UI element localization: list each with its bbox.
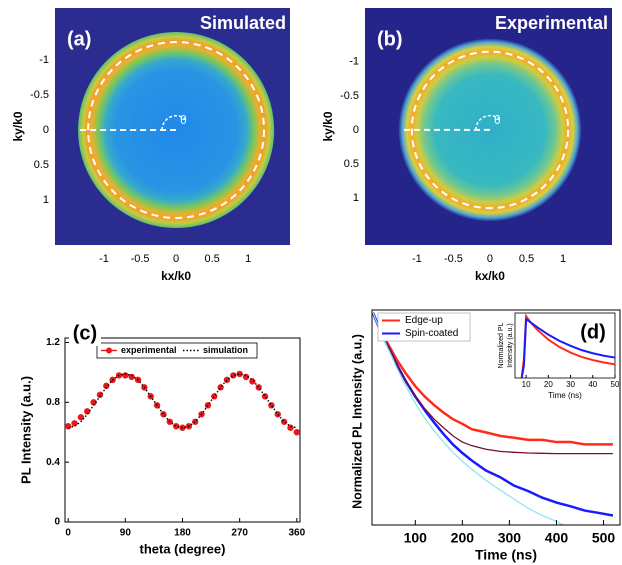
y-axis-label: ky/k0 — [11, 111, 25, 141]
inset-x-tick-label: 50 — [611, 380, 620, 389]
data-point — [217, 384, 224, 391]
x-tick-label: 500 — [592, 530, 616, 546]
x-tick-label: 0.5 — [204, 253, 219, 265]
data-point — [280, 418, 288, 425]
y-tick-label: 0.5 — [34, 159, 49, 171]
emission-ring — [78, 31, 275, 229]
angle-label: θ — [494, 113, 501, 127]
data-point — [122, 372, 129, 379]
y-axis-label: ky/k0 — [321, 111, 335, 141]
y-tick-label: 0.8 — [46, 397, 60, 408]
inset-curve — [520, 317, 616, 379]
x-tick-label: -1 — [412, 253, 422, 265]
y-tick-label: 1.2 — [46, 337, 60, 348]
y-tick-label: -0.5 — [340, 90, 359, 102]
y-tick-label: 0 — [353, 124, 359, 136]
x-tick-label: 100 — [404, 530, 428, 546]
y-tick-label: -1 — [349, 56, 359, 68]
panel-label: (d) — [580, 321, 606, 343]
data-point — [77, 414, 85, 421]
x-tick-label: -0.5 — [444, 253, 463, 265]
inset-y-label: Intensity (a.u.) — [507, 323, 514, 367]
y-axis-label: PL Intensity (a.u.) — [18, 376, 33, 484]
y-tick-label: 1 — [353, 192, 359, 204]
angle-arc — [475, 114, 500, 130]
x-tick-label: 90 — [120, 528, 132, 539]
x-tick-label: 0.5 — [519, 253, 534, 265]
x-axis-label: Time (ns) — [475, 547, 537, 563]
data-point — [172, 423, 180, 430]
y-tick-label: 1 — [43, 194, 49, 206]
panel-label: (c) — [73, 322, 97, 344]
data-point — [293, 429, 301, 436]
x-tick-label: -1 — [99, 253, 109, 265]
dashed-circle — [410, 50, 570, 210]
data-point — [261, 393, 269, 400]
inset-x-tick-label: 30 — [566, 380, 575, 389]
data-point — [64, 423, 72, 430]
inset-x-tick-label: 10 — [522, 380, 531, 389]
plot-frame — [371, 309, 621, 526]
panel-label: (a) — [67, 28, 91, 50]
fit-curve — [372, 312, 613, 455]
decay-curve — [372, 312, 613, 446]
y-tick-label: 0.4 — [46, 457, 60, 468]
inset-x-label: Time (ns) — [548, 391, 582, 400]
x-tick-label: -0.5 — [131, 253, 150, 265]
plot-area — [372, 312, 614, 525]
data-point — [71, 420, 78, 427]
x-axis-label: kx/k0 — [475, 269, 505, 283]
y-tick-label: 0 — [54, 517, 60, 528]
panel-label-bg — [69, 322, 101, 346]
x-tick-label: 200 — [451, 530, 475, 546]
y-tick-label: -1 — [39, 54, 49, 66]
legend-label: simulation — [203, 345, 248, 355]
data-point — [128, 373, 135, 381]
legend-label: Spin-coated — [405, 328, 458, 339]
data-point — [103, 382, 110, 390]
legend-label: experimental — [121, 345, 177, 355]
data-point — [211, 393, 218, 400]
data-line — [68, 373, 297, 429]
legend-box — [96, 342, 258, 359]
x-tick-label: 0 — [173, 253, 179, 265]
x-tick-label: 300 — [498, 530, 522, 546]
panel-label: (b) — [377, 28, 403, 50]
x-tick-label: 0 — [65, 528, 71, 539]
y-axis-label: Normalized PL Intensity (a.u.) — [350, 334, 364, 509]
y-tick-label: -0.5 — [30, 89, 49, 101]
x-tick-label: 0 — [487, 253, 493, 265]
inset-x-tick-label: 20 — [544, 380, 553, 389]
x-tick-label: 1 — [245, 253, 251, 265]
fit-curve — [372, 312, 565, 525]
legend-box — [377, 312, 471, 342]
legend-marker — [106, 347, 112, 354]
x-tick-label: 360 — [288, 528, 305, 539]
x-tick-label: 400 — [545, 530, 569, 546]
panel-title: Simulated — [200, 13, 286, 33]
data-point — [268, 402, 275, 409]
data-point — [236, 370, 243, 378]
x-tick-label: 1 — [560, 253, 566, 265]
panel-title: Experimental — [495, 13, 608, 33]
dashed-circle — [87, 41, 266, 219]
data-point — [90, 399, 97, 406]
y-tick-label: 0.5 — [344, 158, 359, 170]
x-axis-label: theta (degree) — [140, 541, 226, 556]
inset-y-label: Normalized PL — [498, 322, 505, 368]
inset-x-tick-label: 40 — [588, 380, 597, 389]
data-point — [249, 378, 256, 385]
y-tick-label: 0 — [43, 124, 49, 136]
x-axis-label: kx/k0 — [161, 269, 191, 283]
data-point — [84, 408, 91, 415]
angle-arc — [161, 115, 186, 131]
legend-label: Edge-up — [405, 315, 443, 326]
angle-label: θ — [180, 113, 187, 127]
x-tick-label: 180 — [174, 528, 191, 539]
x-tick-label: 270 — [231, 528, 248, 539]
